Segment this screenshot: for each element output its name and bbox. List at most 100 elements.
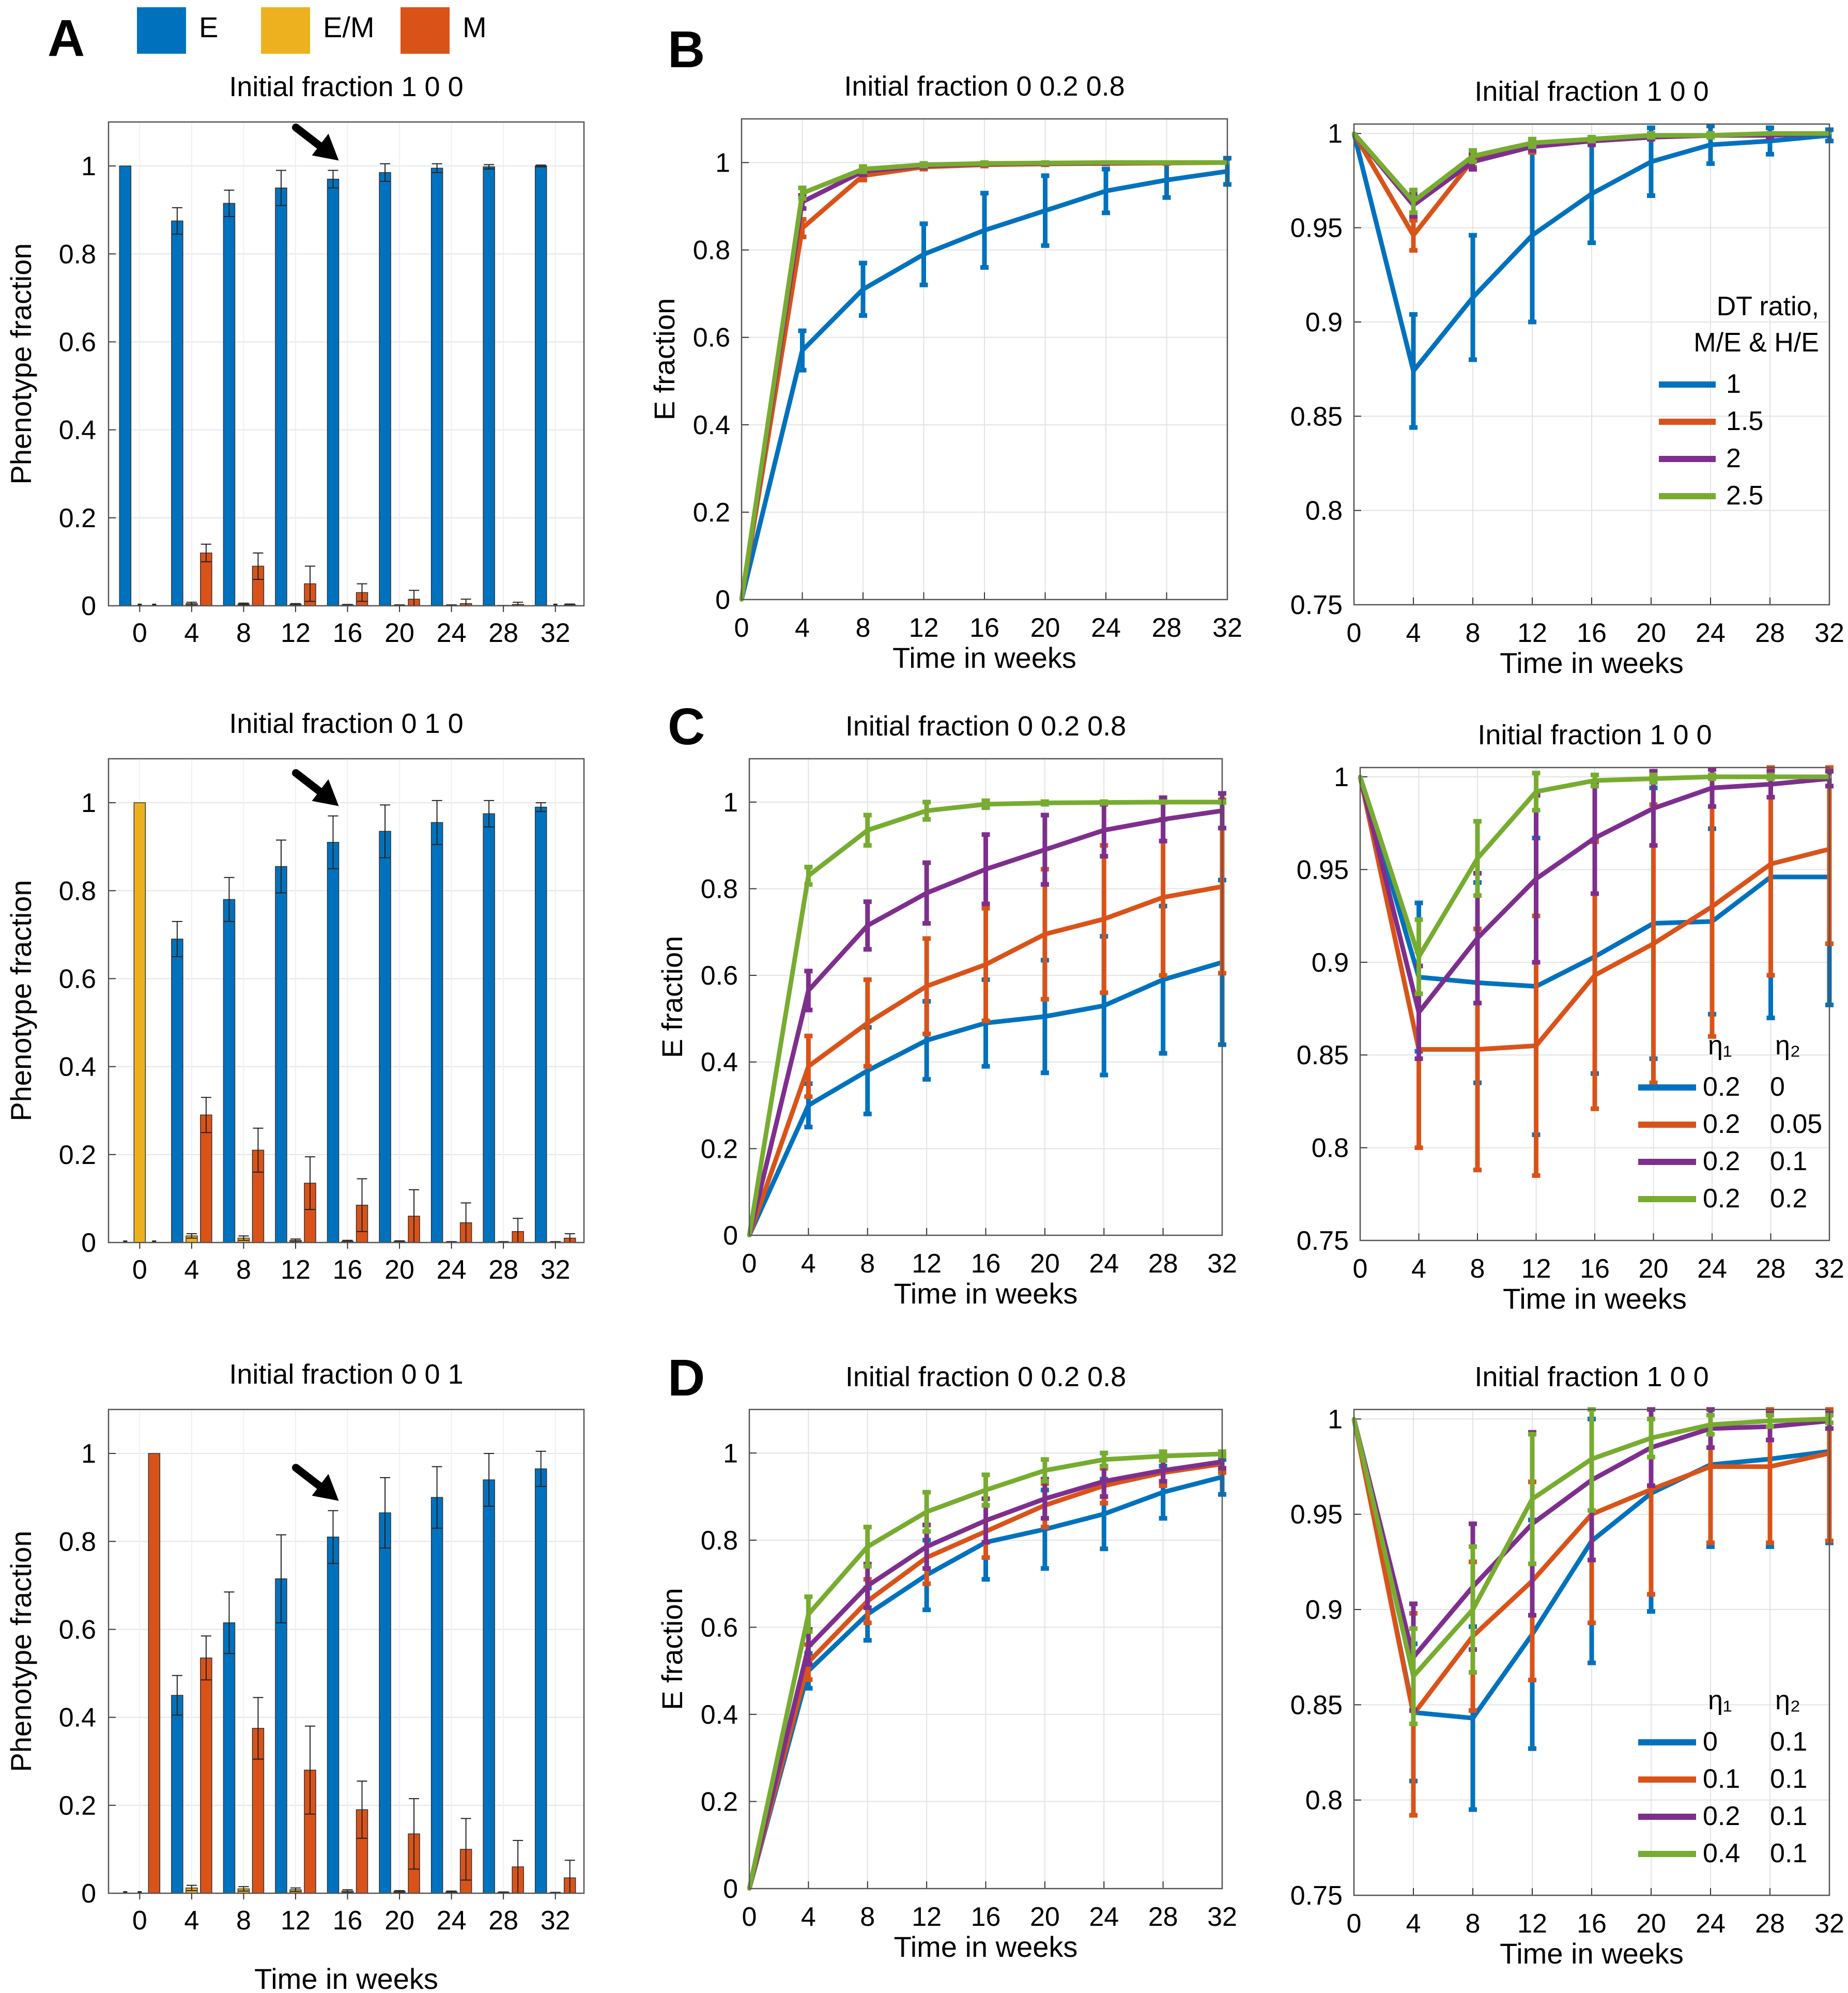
error-bar: [380, 804, 391, 858]
x-tick-label: 28: [1755, 1909, 1785, 1939]
axes-frame: [741, 118, 1228, 601]
x-tick-label: 0: [1347, 1909, 1362, 1939]
data-point: [1416, 1010, 1421, 1015]
x-tick-label: 24: [1091, 613, 1121, 643]
x-tick-label: 12: [909, 613, 939, 643]
legend-label-eta1: 0.2: [1703, 1109, 1740, 1139]
data-point: [1651, 806, 1656, 810]
error-bar: [432, 163, 442, 173]
y-tick-label: 0.9: [1305, 308, 1343, 338]
y-tick-label: 0.2: [59, 1791, 96, 1821]
y-tick-label: 0.2: [693, 498, 730, 528]
x-tick-label: 28: [1148, 1902, 1178, 1932]
data-point: [1475, 936, 1480, 941]
y-axis-label: Phenotype fraction: [5, 243, 37, 485]
data-point: [1710, 774, 1714, 779]
x-tick-label: 12: [281, 1906, 311, 1936]
bar-chart-a1: 0 0.2 0.4 0.6 0.8 1 0 4 8 12 16 20 24 28 32 Initial fra…: [5, 71, 585, 648]
x-tick-label: 24: [1696, 1909, 1726, 1939]
legend: DT ratio, M/E & H/E 1 1.5 2 2.5: [1659, 292, 1819, 511]
data-point: [983, 802, 988, 807]
y-tick-label: 0: [81, 591, 96, 621]
data-point: [861, 287, 865, 292]
chart-title: Initial fraction 0 0.2 0.8: [845, 1361, 1126, 1392]
data-point: [925, 1544, 929, 1549]
y-tick-label: 1: [723, 1438, 738, 1468]
y-axis-label: E fraction: [656, 1588, 688, 1710]
y-tick-label: 0.85: [1297, 1040, 1349, 1070]
error-bar: [432, 800, 442, 845]
data-point: [921, 162, 926, 167]
legend-header-eta1: η₁: [1708, 1685, 1732, 1715]
x-tick-label: 24: [1697, 1254, 1727, 1284]
plot-area: [109, 122, 584, 606]
data-point: [865, 923, 870, 928]
error-bar: [304, 565, 315, 602]
y-tick-label: 0.85: [1290, 402, 1343, 432]
data-point: [806, 1064, 811, 1069]
y-tick-label: 0.8: [701, 1526, 738, 1556]
legend-title: DT ratio,: [1717, 292, 1819, 321]
data-point: [1102, 917, 1106, 922]
error-bar: [357, 583, 367, 602]
x-tick-label: 12: [1517, 618, 1547, 648]
data-point: [1411, 233, 1415, 238]
x-tick-label: 4: [1406, 618, 1421, 648]
data-point: [1102, 1003, 1106, 1008]
y-tick-label: 1: [723, 788, 738, 818]
y-tick-label: 1: [1328, 1404, 1343, 1434]
data-point: [1590, 1457, 1594, 1461]
legend-label-eta1: 0.2: [1703, 1072, 1740, 1102]
bar-m-4: [200, 1658, 212, 1894]
y-tick-label: 1: [81, 788, 96, 818]
error-bar: [253, 1697, 264, 1760]
bar-em-32: [553, 604, 558, 606]
data-point: [1164, 160, 1169, 165]
error-bar: [201, 1097, 211, 1133]
y-tick-label: 0.95: [1297, 855, 1349, 885]
bar-e-8: [223, 1622, 236, 1894]
y-tick-label: 0.2: [701, 1134, 738, 1164]
data-point: [1102, 800, 1106, 805]
x-tick-label: 20: [384, 1255, 414, 1285]
y-tick-label: 0.4: [701, 1048, 738, 1078]
x-axis-label: Time in weeks: [894, 1930, 1078, 1963]
data-point: [1411, 369, 1415, 373]
legend-label-eta2: 0.1: [1770, 1838, 1807, 1868]
data-point: [1534, 789, 1538, 794]
y-tick-label: 0.8: [693, 236, 730, 266]
error-bar: [484, 164, 495, 170]
x-tick-label: 16: [333, 1255, 363, 1285]
x-tick-label: 28: [1148, 1249, 1178, 1279]
error-bar: [253, 552, 264, 580]
y-tick-label: 1: [1328, 119, 1343, 149]
y-tick-label: 0.85: [1290, 1690, 1343, 1720]
x-axis-label: Time in weeks: [254, 1963, 438, 1993]
data-point: [1102, 1457, 1106, 1462]
x-tick-label: 16: [333, 618, 363, 648]
x-tick-label: 16: [971, 1902, 1001, 1932]
series-2p5: [1352, 131, 1831, 215]
axes-frame: [748, 1408, 1223, 1890]
bar-e-24: [430, 167, 443, 606]
legend-label-eta1: 0.2: [1703, 1146, 1740, 1176]
x-axis-label: Time in weeks: [892, 641, 1076, 674]
legend: η₁ η₂ 0.2 0 0.2 0.05 0.2 0.1 0.2 0.2: [1638, 1031, 1822, 1214]
legend-label-em: E/M: [323, 11, 375, 43]
y-tick-label: 0.8: [701, 874, 738, 904]
data-point: [1593, 973, 1597, 977]
y-tick-label: 0.8: [59, 876, 96, 906]
error-bar: [328, 1510, 338, 1564]
x-tick-label: 16: [969, 613, 999, 643]
data-point: [1042, 1014, 1047, 1019]
chart-title: Initial fraction 0 1 0: [229, 708, 463, 739]
data-point: [1475, 1047, 1480, 1052]
data-point: [1161, 895, 1165, 900]
x-tick-label: 32: [1814, 618, 1844, 648]
y-tick-label: 0.75: [1290, 590, 1343, 620]
data-point: [1164, 178, 1169, 182]
data-point: [800, 348, 805, 353]
bar-e-28: [483, 166, 495, 606]
data-point: [1043, 208, 1048, 213]
